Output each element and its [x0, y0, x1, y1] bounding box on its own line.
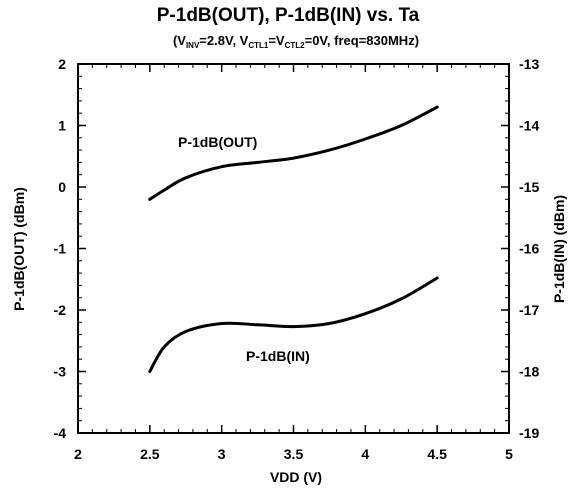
- x-axis-label: VDD (V): [270, 469, 322, 485]
- y-axis-label: P-1dB(OUT) (dBm): [11, 187, 27, 311]
- y2-tick-label: -17: [519, 302, 539, 318]
- y-tick-label: 0: [58, 179, 66, 195]
- x-tick-label: 2: [74, 446, 82, 462]
- x-tick-label: 4.5: [427, 446, 447, 462]
- y-tick-label: -2: [54, 302, 67, 318]
- x-tick-label: 3.5: [284, 446, 304, 462]
- y2-tick-label: -19: [519, 425, 539, 441]
- y2-tick-label: -14: [519, 118, 539, 134]
- y2-tick-label: -15: [519, 179, 539, 195]
- series-line-p1db-in: [148, 276, 439, 373]
- tick-marks: [77, 63, 510, 434]
- y-tick-label: -4: [54, 425, 67, 441]
- y2-axis-label: P-1dB(IN) (dBm): [551, 195, 567, 303]
- plot-frame: [77, 63, 510, 434]
- y-tick-label: -1: [54, 241, 67, 257]
- annotation-p1db-in: P-1dB(IN): [246, 348, 310, 364]
- x-tick-label: 3: [218, 446, 226, 462]
- y-tick-label: 2: [58, 56, 66, 72]
- chart-title: P-1dB(OUT), P-1dB(IN) vs. Ta: [157, 5, 420, 26]
- series-line-p1db-out: [148, 105, 439, 201]
- y-tick-label: -3: [54, 364, 67, 380]
- x-tick-label: 5: [505, 446, 513, 462]
- y2-tick-label: -16: [519, 241, 539, 257]
- y2-tick-label: -18: [519, 364, 539, 380]
- x-tick-label: 2.5: [140, 446, 160, 462]
- series-layer: [148, 105, 439, 373]
- chart-subtitle: (VINV=2.8V, VCTL1=VCTL2=0V, freq=830MHz): [173, 33, 419, 50]
- x-tick-label: 4: [361, 446, 369, 462]
- y2-tick-label: -13: [519, 56, 539, 72]
- y-tick-label: 1: [58, 118, 66, 134]
- tick-labels: 2 2.5 3 3.5 4 4.5 5 2 1 0 -1 -2 -3 -4 -13 -14 -15 -16 -17 -…: [54, 56, 540, 462]
- annotation-p1db-out: P-1dB(OUT): [178, 134, 257, 150]
